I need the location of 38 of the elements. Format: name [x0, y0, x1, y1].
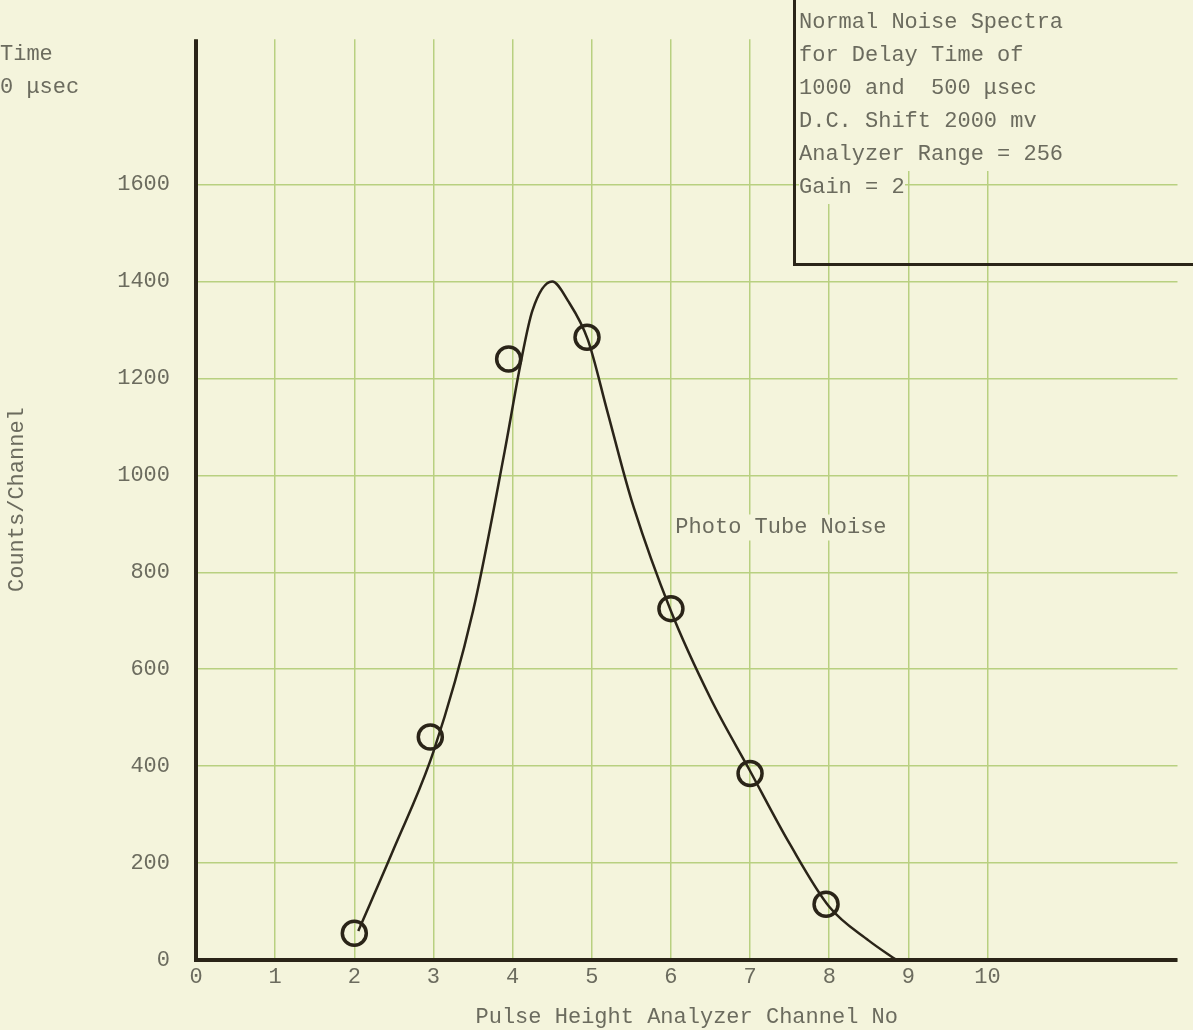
point	[573, 323, 601, 351]
y-tick-label: 200	[130, 850, 170, 876]
x-tick-label: 3	[426, 965, 441, 991]
text: Normal Noise Spectra	[799, 6, 1064, 39]
annotation: 1000 and 500 μsec	[799, 72, 1037, 105]
x-tick-label: 4	[506, 965, 520, 991]
x-tick-label: 1	[268, 965, 282, 991]
x-tick-label: 6	[664, 965, 678, 991]
text: Time	[0, 38, 53, 71]
point	[736, 759, 764, 788]
x-tick-label: 5	[585, 965, 599, 991]
point	[340, 919, 369, 948]
y-tick-label: 800	[130, 560, 170, 586]
x-tick-label: 0	[189, 965, 203, 991]
annotation: Analyzer Range = 256	[799, 138, 1064, 171]
y-tick-label: 1400	[117, 269, 170, 295]
point	[416, 723, 445, 751]
x-axis-title: Pulse Height Analyzer Channel No	[475, 1004, 898, 1030]
x-tick-label: 9	[901, 965, 915, 991]
annotation: for Delay Time of	[799, 39, 1024, 72]
y-tick-label: 400	[130, 753, 170, 779]
y-tick-label: 1600	[117, 172, 170, 198]
point	[494, 345, 523, 373]
x-tick-label: 10	[974, 965, 1001, 991]
annotation: Gain = 2	[799, 171, 905, 204]
y-tick-label: 0	[156, 947, 170, 973]
text: 0 μsec	[0, 71, 80, 104]
y-axis-title: Counts/Channel	[5, 407, 31, 593]
y-tick-label: 600	[130, 657, 170, 683]
x-tick-label: 8	[822, 965, 836, 991]
x-tick-label: 2	[347, 965, 361, 991]
y-tick-label: 1200	[117, 366, 170, 392]
point	[812, 890, 840, 919]
series-label: Photo Tube Noise	[675, 515, 887, 541]
point	[657, 594, 685, 623]
annotation: D.C. Shift 2000 mv	[799, 105, 1037, 138]
x-tick-label: 7	[743, 965, 757, 991]
y-tick-label: 1000	[117, 463, 170, 489]
